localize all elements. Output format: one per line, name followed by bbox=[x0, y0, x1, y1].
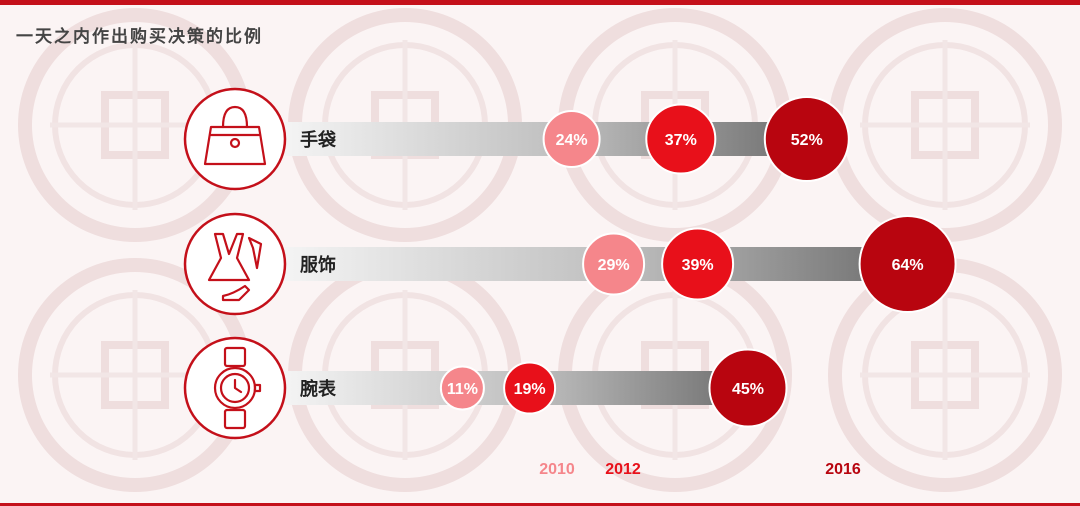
data-bubble bbox=[439, 365, 485, 411]
data-bubble bbox=[582, 232, 646, 296]
category-icon-badge bbox=[183, 87, 287, 191]
category-label: 腕表 bbox=[300, 378, 337, 400]
year-legend-label: 2012 bbox=[605, 461, 641, 478]
data-bubble bbox=[708, 348, 788, 428]
data-label: 29% bbox=[598, 257, 630, 274]
data-bubble bbox=[645, 103, 717, 175]
chart-row: 腕表 11% 19% 45% bbox=[183, 336, 788, 440]
year-legend-label: 2010 bbox=[539, 461, 575, 478]
data-bubble bbox=[503, 361, 557, 415]
category-icon-badge bbox=[183, 212, 287, 316]
bottom-accent-bar bbox=[0, 503, 1080, 506]
chart-row: 服饰 29% 39% 64% bbox=[183, 212, 957, 316]
category-label: 服饰 bbox=[300, 254, 336, 276]
data-bubble bbox=[763, 96, 850, 182]
data-bubble bbox=[858, 215, 957, 313]
top-accent-bar bbox=[0, 0, 1080, 5]
data-label: 39% bbox=[682, 257, 714, 274]
data-label: 37% bbox=[665, 132, 697, 149]
data-label: 45% bbox=[732, 381, 764, 398]
watch-icon bbox=[213, 346, 262, 430]
handbag-icon bbox=[203, 105, 267, 166]
year-legend-label: 2016 bbox=[825, 461, 861, 478]
data-label: 64% bbox=[892, 257, 924, 274]
data-label: 24% bbox=[556, 132, 588, 149]
page-title: 一天之内作出购买决策的比例 bbox=[16, 27, 263, 47]
data-label: 11% bbox=[447, 381, 478, 398]
data-label: 19% bbox=[514, 381, 546, 398]
clothing-icon bbox=[207, 232, 263, 302]
category-icon-badge bbox=[183, 336, 287, 440]
data-bubble bbox=[661, 227, 735, 301]
data-bubble bbox=[542, 110, 601, 168]
data-label: 52% bbox=[791, 132, 823, 149]
category-label: 手袋 bbox=[300, 129, 337, 151]
chart-row: 手袋 24% 37% 52% bbox=[183, 87, 850, 191]
